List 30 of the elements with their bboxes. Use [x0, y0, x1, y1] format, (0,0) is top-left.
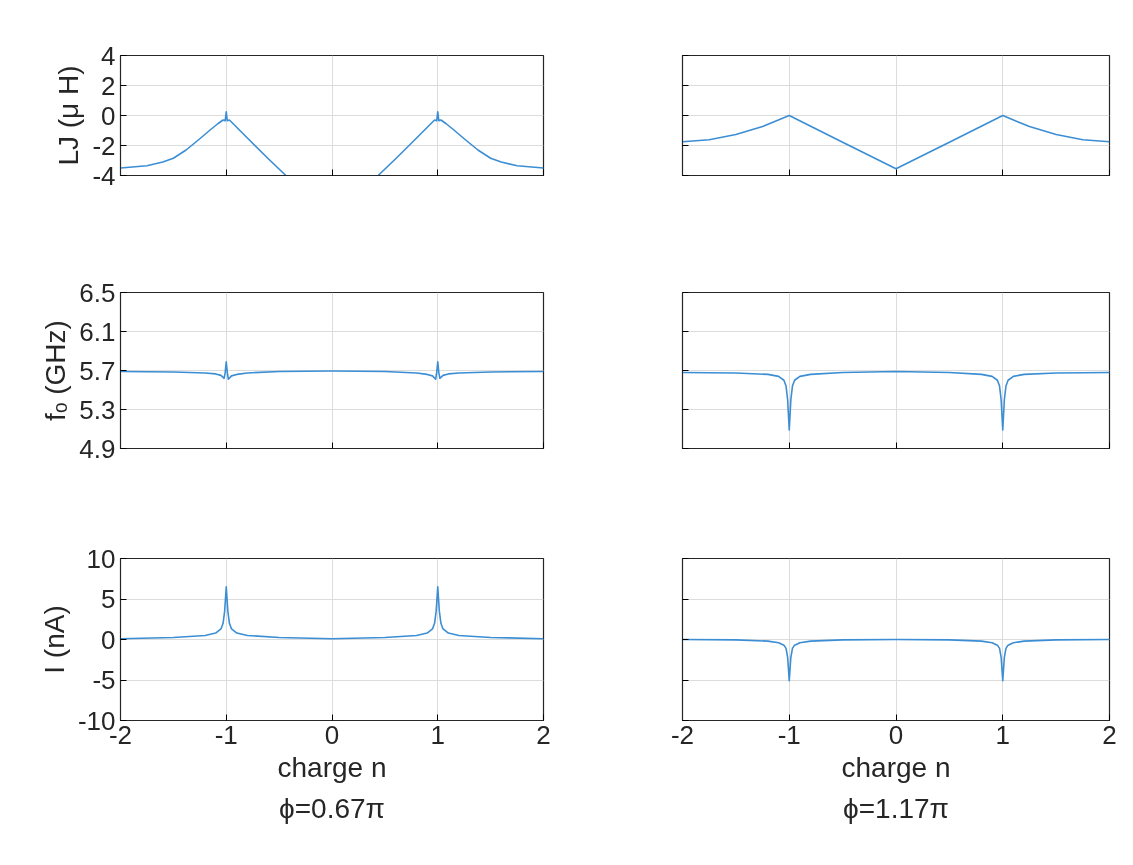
y-tick-label: 6.5 — [79, 277, 116, 308]
y-tick-label: 10 — [86, 543, 116, 574]
y-tick-label: 0 — [101, 624, 116, 655]
y-tick-label: 4.9 — [79, 433, 116, 464]
x-tick-label: 2 — [1102, 719, 1117, 750]
y-tick-label: 4 — [101, 40, 116, 71]
y-tick-label: 2 — [101, 70, 116, 101]
y-axis-title: I (nA) — [38, 605, 70, 674]
y-axis-title: fₒ (GHz) — [40, 320, 72, 421]
x-tick-label: 0 — [324, 719, 340, 750]
x-tick-label: 1 — [995, 719, 1010, 750]
y-tick-label: 5.3 — [79, 394, 116, 425]
y-tick-label: -4 — [92, 160, 116, 191]
x-tick-label: -1 — [777, 719, 801, 750]
x-tick-label: 2 — [536, 719, 551, 750]
x-tick-label: -2 — [670, 719, 695, 750]
y-tick-label: -5 — [92, 665, 116, 695]
y-tick-label: 0 — [101, 100, 116, 131]
x-tick-label: 0 — [888, 719, 904, 750]
y-tick-label: 5 — [101, 584, 116, 614]
text: ϕ=0.67π — [279, 792, 385, 824]
x-axis-title: charge n — [277, 751, 387, 783]
y-tick-label: -2 — [92, 130, 116, 161]
y-tick-label: 6.1 — [79, 316, 116, 347]
x-tick-label: -1 — [214, 719, 238, 750]
y-tick-label: 5.7 — [79, 355, 116, 386]
x-tick-label: 1 — [430, 719, 445, 750]
y-axis-title: LJ (μ H) — [53, 65, 85, 166]
x-axis-title: charge n — [841, 751, 951, 783]
text: ϕ=1.17π — [843, 792, 949, 824]
